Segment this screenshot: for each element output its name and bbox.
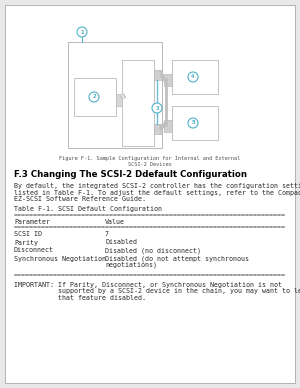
Text: 2: 2 [92, 95, 96, 99]
Text: IMPORTANT: If Parity, Disconnect, or Synchronous Negotiation is not: IMPORTANT: If Parity, Disconnect, or Syn… [14, 282, 282, 288]
Bar [164, 120, 172, 132]
Bar [164, 74, 172, 86]
Text: Disabled (no disconnect): Disabled (no disconnect) [105, 248, 201, 254]
Text: Figure F-1. Sample Configuration for Internal and External: Figure F-1. Sample Configuration for Int… [59, 156, 241, 161]
Text: listed in Table F-1. To adjust the default settings, refer to the Compaq: listed in Table F-1. To adjust the defau… [14, 189, 300, 196]
Text: ====================================================================: ========================================… [14, 225, 286, 230]
Text: Parity: Parity [14, 239, 38, 246]
Bar [154, 70, 161, 80]
Text: Disconnect: Disconnect [14, 248, 54, 253]
Text: that feature disabled.: that feature disabled. [14, 294, 146, 300]
Bar [74, 78, 116, 116]
Bar [116, 94, 124, 106]
Bar [172, 60, 218, 94]
Text: Synchronous Negotiation: Synchronous Negotiation [14, 256, 106, 262]
Text: ====================================================================: ========================================… [14, 213, 286, 218]
Text: Table F-1. SCSI Default Configuration: Table F-1. SCSI Default Configuration [14, 206, 162, 213]
Text: SCSI ID: SCSI ID [14, 232, 42, 237]
Text: F.3 Changing The SCSI-2 Ddefault Configuration: F.3 Changing The SCSI-2 Ddefault Configu… [14, 170, 247, 179]
FancyBboxPatch shape [5, 5, 295, 383]
Bar [122, 60, 154, 146]
Circle shape [89, 92, 99, 102]
Circle shape [188, 118, 198, 128]
Text: 1: 1 [80, 29, 84, 35]
Text: Disabled (do not attempt synchronous: Disabled (do not attempt synchronous [105, 256, 249, 262]
Circle shape [152, 103, 162, 113]
Text: negotiations): negotiations) [105, 262, 157, 268]
Text: ====================================================================: ========================================… [14, 272, 286, 279]
Bar [154, 124, 161, 134]
Text: SCSI-2 Devices: SCSI-2 Devices [128, 162, 172, 167]
Text: Parameter: Parameter [14, 218, 50, 225]
Text: Value: Value [105, 218, 125, 225]
Text: Disabled: Disabled [105, 239, 137, 246]
Circle shape [188, 72, 198, 82]
Text: By default, the integrated SCSI-2 controller has the configuration settings: By default, the integrated SCSI-2 contro… [14, 183, 300, 189]
Circle shape [77, 27, 87, 37]
Text: 5: 5 [191, 121, 195, 125]
Text: 4: 4 [191, 74, 195, 80]
Text: 7: 7 [105, 232, 109, 237]
Text: EZ-SCSI Software Reference Guide.: EZ-SCSI Software Reference Guide. [14, 196, 146, 202]
Text: 3: 3 [155, 106, 159, 111]
Bar [68, 42, 162, 148]
Text: supported by a SCSI-2 device in the chain, you may want to leave: supported by a SCSI-2 device in the chai… [14, 288, 300, 294]
Bar [172, 106, 218, 140]
